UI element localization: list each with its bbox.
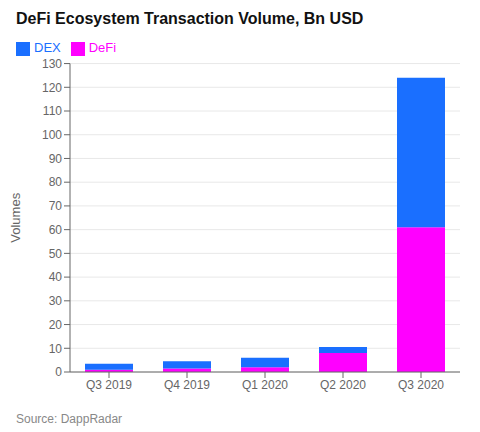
svg-text:20: 20 [49, 318, 63, 332]
svg-text:90: 90 [49, 152, 63, 166]
svg-text:120: 120 [42, 81, 62, 95]
svg-text:Volumes: Volumes [8, 192, 23, 242]
svg-text:130: 130 [42, 57, 62, 71]
svg-text:50: 50 [49, 247, 63, 261]
svg-text:80: 80 [49, 175, 63, 189]
svg-text:10: 10 [49, 342, 63, 356]
html-text:DeFi Ecosystem Transaction Vol: DeFi Ecosystem Transaction Volume, Bn US… [16, 10, 364, 27]
svg-text:70: 70 [49, 199, 63, 213]
html-text:DEX: DEX [34, 40, 61, 55]
html-text:Source: DappRadar: Source: DappRadar [16, 412, 123, 426]
svg-text:Q3 2020: Q3 2020 [398, 378, 444, 392]
svg-text:60: 60 [49, 223, 63, 237]
svg-text:0: 0 [55, 365, 62, 379]
svg-text:110: 110 [43, 104, 62, 118]
svg-text:Q1 2020: Q1 2020 [242, 378, 288, 392]
svg-text:Q2 2020: Q2 2020 [320, 378, 366, 392]
html-text:DeFi: DeFi [88, 40, 117, 55]
svg-text:Q4 2019: Q4 2019 [164, 378, 210, 392]
svg-text:Q3 2019: Q3 2019 [86, 378, 132, 392]
svg-text:30: 30 [49, 294, 63, 308]
svg-text:40: 40 [49, 270, 63, 284]
svg-text:100: 100 [42, 128, 62, 142]
